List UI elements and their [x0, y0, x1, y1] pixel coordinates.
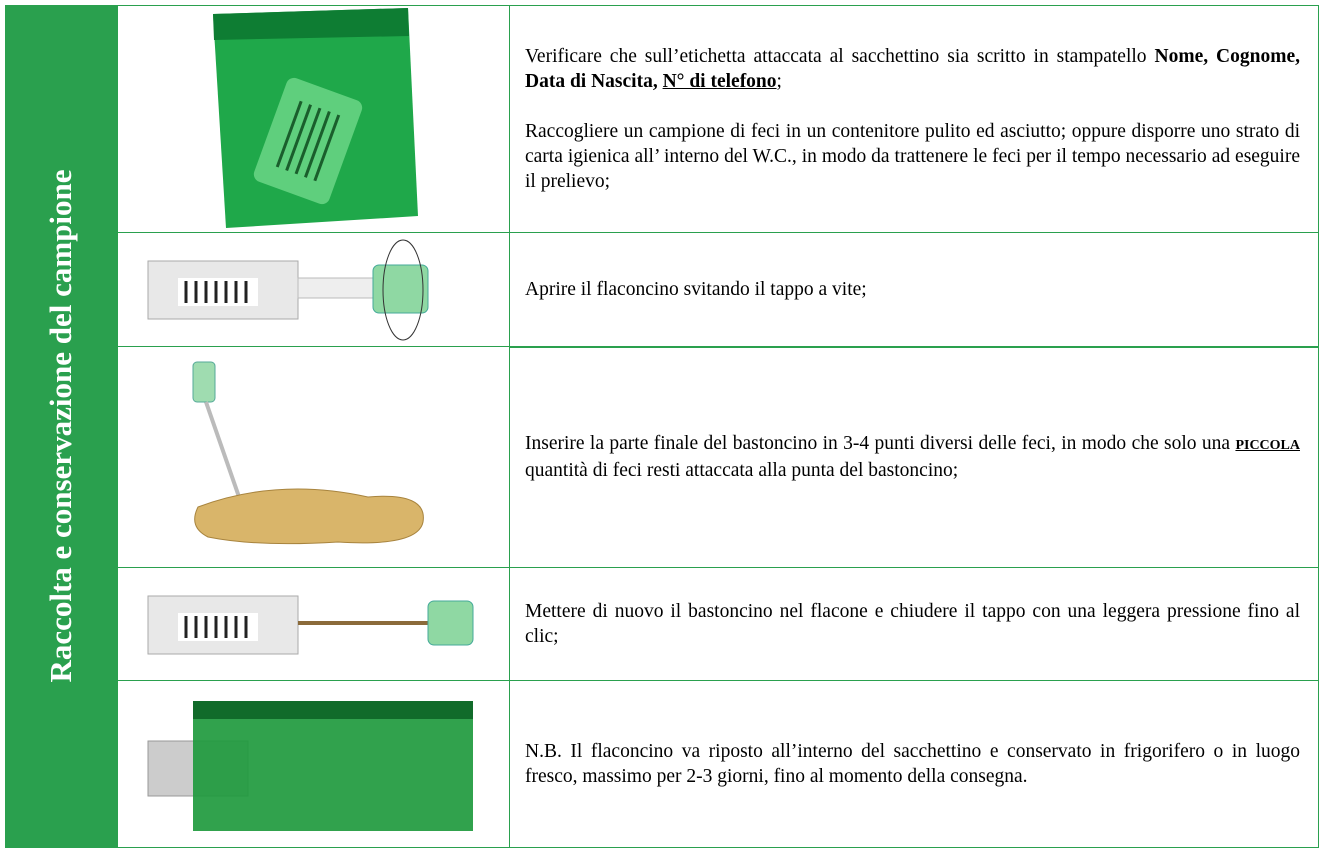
- bold-text: PICCOLA: [1235, 438, 1300, 453]
- paragraph: Verificare che sull’etichetta attaccata …: [525, 44, 1300, 94]
- text: ;: [776, 71, 782, 92]
- paragraph: Mettere di nuovo il bastoncino nel flaco…: [525, 599, 1300, 649]
- bag-image: [213, 8, 418, 228]
- paragraph: Aprire il flaconcino svitando il tappo a…: [525, 277, 1300, 302]
- text: Raccogliere un campione di feci in un co…: [525, 121, 1300, 192]
- paragraph: Raccogliere un campione di feci in un co…: [525, 119, 1300, 194]
- image-cell: [117, 567, 510, 681]
- text-cell: Verificare che sull’etichetta attaccata …: [509, 5, 1319, 233]
- vial-image: [147, 595, 474, 655]
- text: Inserire la parte finale del bastoncino …: [525, 433, 1236, 454]
- text-cell: N.B. Il flaconcino va riposto all’intern…: [509, 680, 1319, 848]
- vial-image: [147, 239, 429, 341]
- text-cell: Aprire il flaconcino svitando il tappo a…: [509, 232, 1319, 347]
- text: quantità di feci resti attaccata alla pu…: [525, 460, 959, 481]
- section-title: Raccolta e conservazione del campione: [43, 169, 78, 683]
- bold-text: N° di telefono: [662, 71, 777, 92]
- paragraph: Inserire la parte finale del bastoncino …: [525, 431, 1300, 483]
- text: Verificare che sull’etichetta attaccata …: [525, 46, 1155, 67]
- text-cell: Inserire la parte finale del bastoncino …: [509, 346, 1319, 568]
- text: Aprire il flaconcino svitando il tappo a…: [525, 279, 867, 300]
- stick-image: [192, 361, 424, 545]
- text: N.B. Il flaconcino va riposto all’intern…: [525, 741, 1300, 787]
- image-cell: [117, 232, 510, 347]
- image-cell: [117, 346, 510, 568]
- bold-text: Nome, Cognome, Data di Nascita,: [525, 46, 1301, 92]
- image-cell: [117, 5, 510, 233]
- section-header: Raccolta e conservazione del campione: [5, 5, 118, 848]
- text-cell: Mettere di nuovo il bastoncino nel flaco…: [509, 567, 1319, 681]
- paragraph: N.B. Il flaconcino va riposto all’intern…: [525, 739, 1300, 789]
- text: Mettere di nuovo il bastoncino nel flaco…: [525, 601, 1300, 647]
- bag-vial-image: [147, 701, 473, 831]
- image-cell: [117, 680, 510, 848]
